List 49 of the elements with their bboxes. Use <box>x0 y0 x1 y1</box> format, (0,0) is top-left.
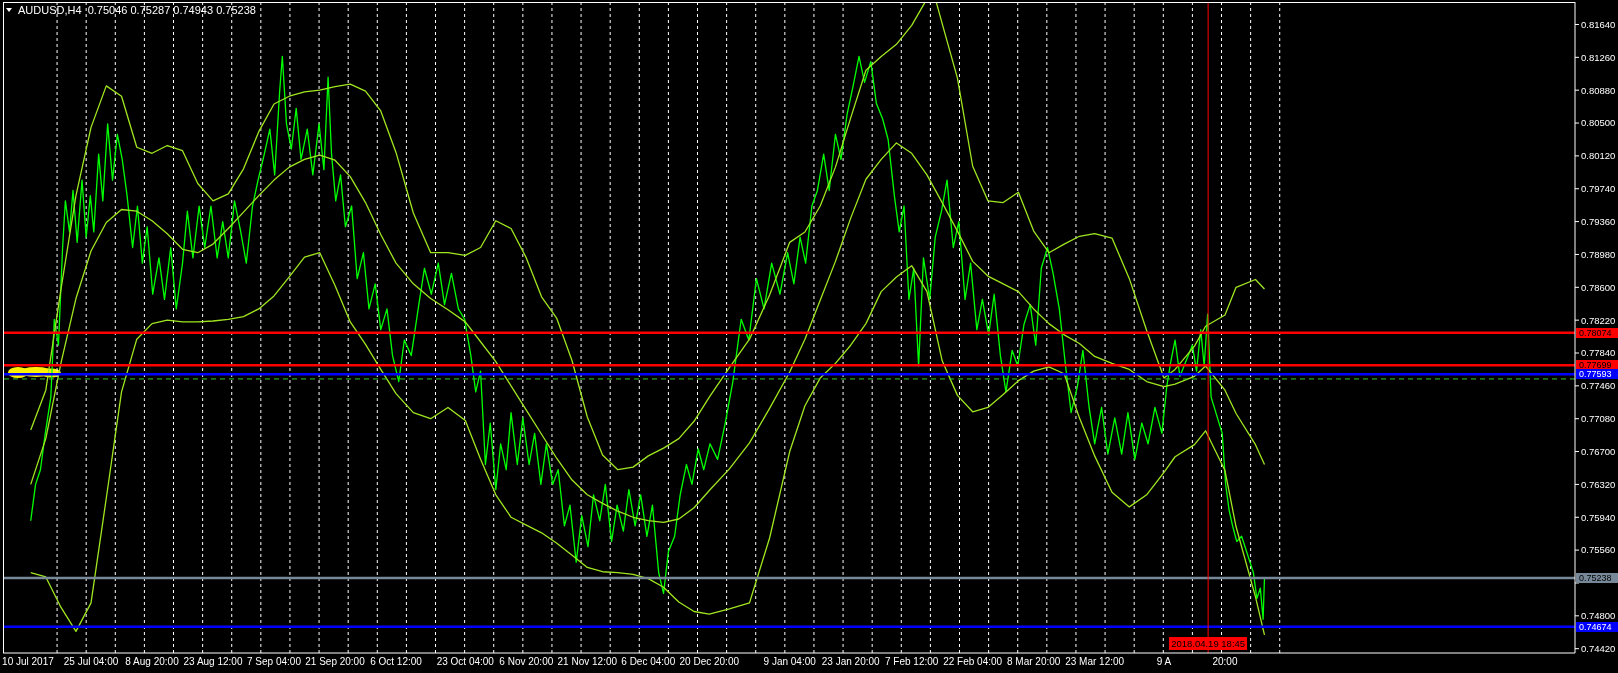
x-tick-label: 9 Jan 04:00 <box>763 656 817 668</box>
ref-line-label: 0.77593 <box>1576 369 1618 380</box>
y-tick-label: 0.77840 <box>1581 347 1616 359</box>
x-tick-label: 21 Nov 12:00 <box>557 656 618 668</box>
chart-title: AUDUSD,H4 0.75046 0.75287 0.74943 0.75238 <box>18 4 256 17</box>
x-tick-label: 20 Dec 20:00 <box>679 656 740 668</box>
x-tick-label: 6 Oct 12:00 <box>370 656 423 668</box>
y-tick-label: 0.81640 <box>1581 18 1616 30</box>
y-tick-label: 0.78980 <box>1581 248 1616 260</box>
x-tick-label: 6 Nov 20:00 <box>499 656 554 668</box>
x-tick-label: 8 Aug 20:00 <box>125 656 180 668</box>
y-tick-label: 0.79360 <box>1581 215 1616 227</box>
ref-line-label: 0.75238 <box>1576 572 1618 583</box>
x-tick-label: 23 Aug 12:00 <box>183 656 243 668</box>
x-tick-label: 10 Jul 2017 <box>2 656 55 668</box>
x-tick-label: 23 Jan 20:00 <box>821 656 881 668</box>
line-series <box>30 142 1266 524</box>
x-tick-label: 7 Feb 12:00 <box>885 656 939 668</box>
y-tick-label: 0.76320 <box>1581 478 1616 490</box>
x-tick-label: 8 Mar 20:00 <box>1006 656 1061 668</box>
y-tick-label: 0.76700 <box>1581 445 1616 457</box>
y-tick-label: 0.75940 <box>1581 511 1616 523</box>
x-tick-label: 20:00 <box>1212 656 1238 668</box>
y-tick-label: 0.80500 <box>1581 117 1616 129</box>
y-tick-label: 0.77460 <box>1581 380 1616 392</box>
y-tick-label: 0.80880 <box>1581 84 1616 96</box>
x-tick-label: 9 A <box>1156 656 1172 668</box>
line-series <box>30 55 1266 620</box>
ref-line-label: 0.74674 <box>1576 621 1618 632</box>
y-tick-label: 0.78220 <box>1581 314 1616 326</box>
line-series <box>30 252 1266 636</box>
x-tick-label: 25 Jul 04:00 <box>63 656 119 668</box>
ref-line-label: 0.78074 <box>1576 327 1618 338</box>
x-tick-label: 21 Sep 20:00 <box>305 656 366 668</box>
x-tick-label: 23 Oct 04:00 <box>436 656 495 668</box>
y-tick-label: 0.74420 <box>1581 643 1616 655</box>
x-tick-label: 23 Mar 12:00 <box>1065 656 1125 668</box>
ref-line-label: 2018.04.19 18:45 <box>1169 637 1248 650</box>
y-tick-label: 0.74800 <box>1581 610 1616 622</box>
y-tick-label: 0.75560 <box>1581 544 1616 556</box>
y-tick-label: 0.79740 <box>1581 183 1616 195</box>
ref-line-label: 0.77699 <box>1576 360 1618 371</box>
y-tick-label: 0.80120 <box>1581 150 1616 162</box>
x-tick-label: 7 Sep 04:00 <box>247 656 302 668</box>
x-tick-label: 6 Dec 04:00 <box>621 656 676 668</box>
y-tick-label: 0.77080 <box>1581 413 1616 425</box>
y-tick-label: 0.78600 <box>1581 281 1616 293</box>
y-tick-label: 0.81260 <box>1581 51 1616 63</box>
x-tick-label: 22 Feb 04:00 <box>943 656 1003 668</box>
